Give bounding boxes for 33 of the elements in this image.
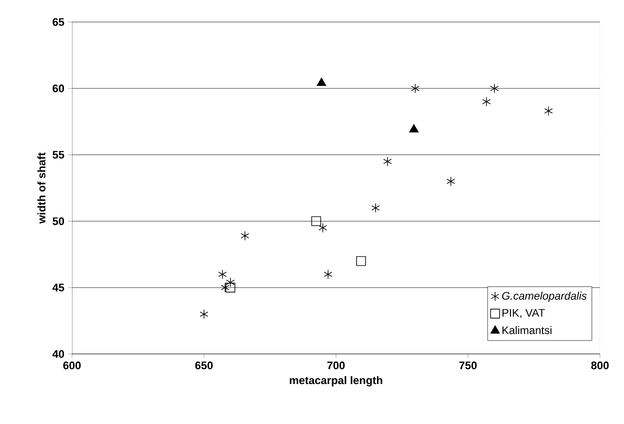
point [409,124,419,132]
point [383,156,392,166]
y-tick-label: 45 [52,284,64,292]
point [226,277,235,288]
legend-label: G.camelopardalis [502,292,587,302]
y-tick-label: 65 [52,18,64,26]
x-axis-title: metacarpal length [290,376,382,386]
point [324,269,332,280]
point [446,176,456,186]
point [316,78,326,86]
point [318,222,328,233]
y-tick-label: 50 [52,217,64,226]
x-tick-label: 600 [63,362,81,370]
point [410,84,420,94]
y-axis-title: width of shaft [37,152,46,224]
point [490,84,499,94]
y-tick-label: 40 [52,350,64,358]
x-tick-label: 750 [459,362,477,370]
y-tick-label: 55 [52,150,64,159]
legend-label: PIK, VAT [502,309,545,318]
legend-label: Kalimantsi [502,326,552,334]
x-tick-label: 650 [195,362,213,370]
point [544,106,553,116]
x-tick-label: 700 [327,362,345,370]
point [356,256,366,266]
point [371,203,380,213]
point [218,269,227,280]
point [311,216,322,226]
point [240,230,250,241]
point [482,96,491,107]
point [200,309,208,320]
x-tick-label: 800 [591,362,609,370]
y-tick-label: 60 [52,84,64,92]
